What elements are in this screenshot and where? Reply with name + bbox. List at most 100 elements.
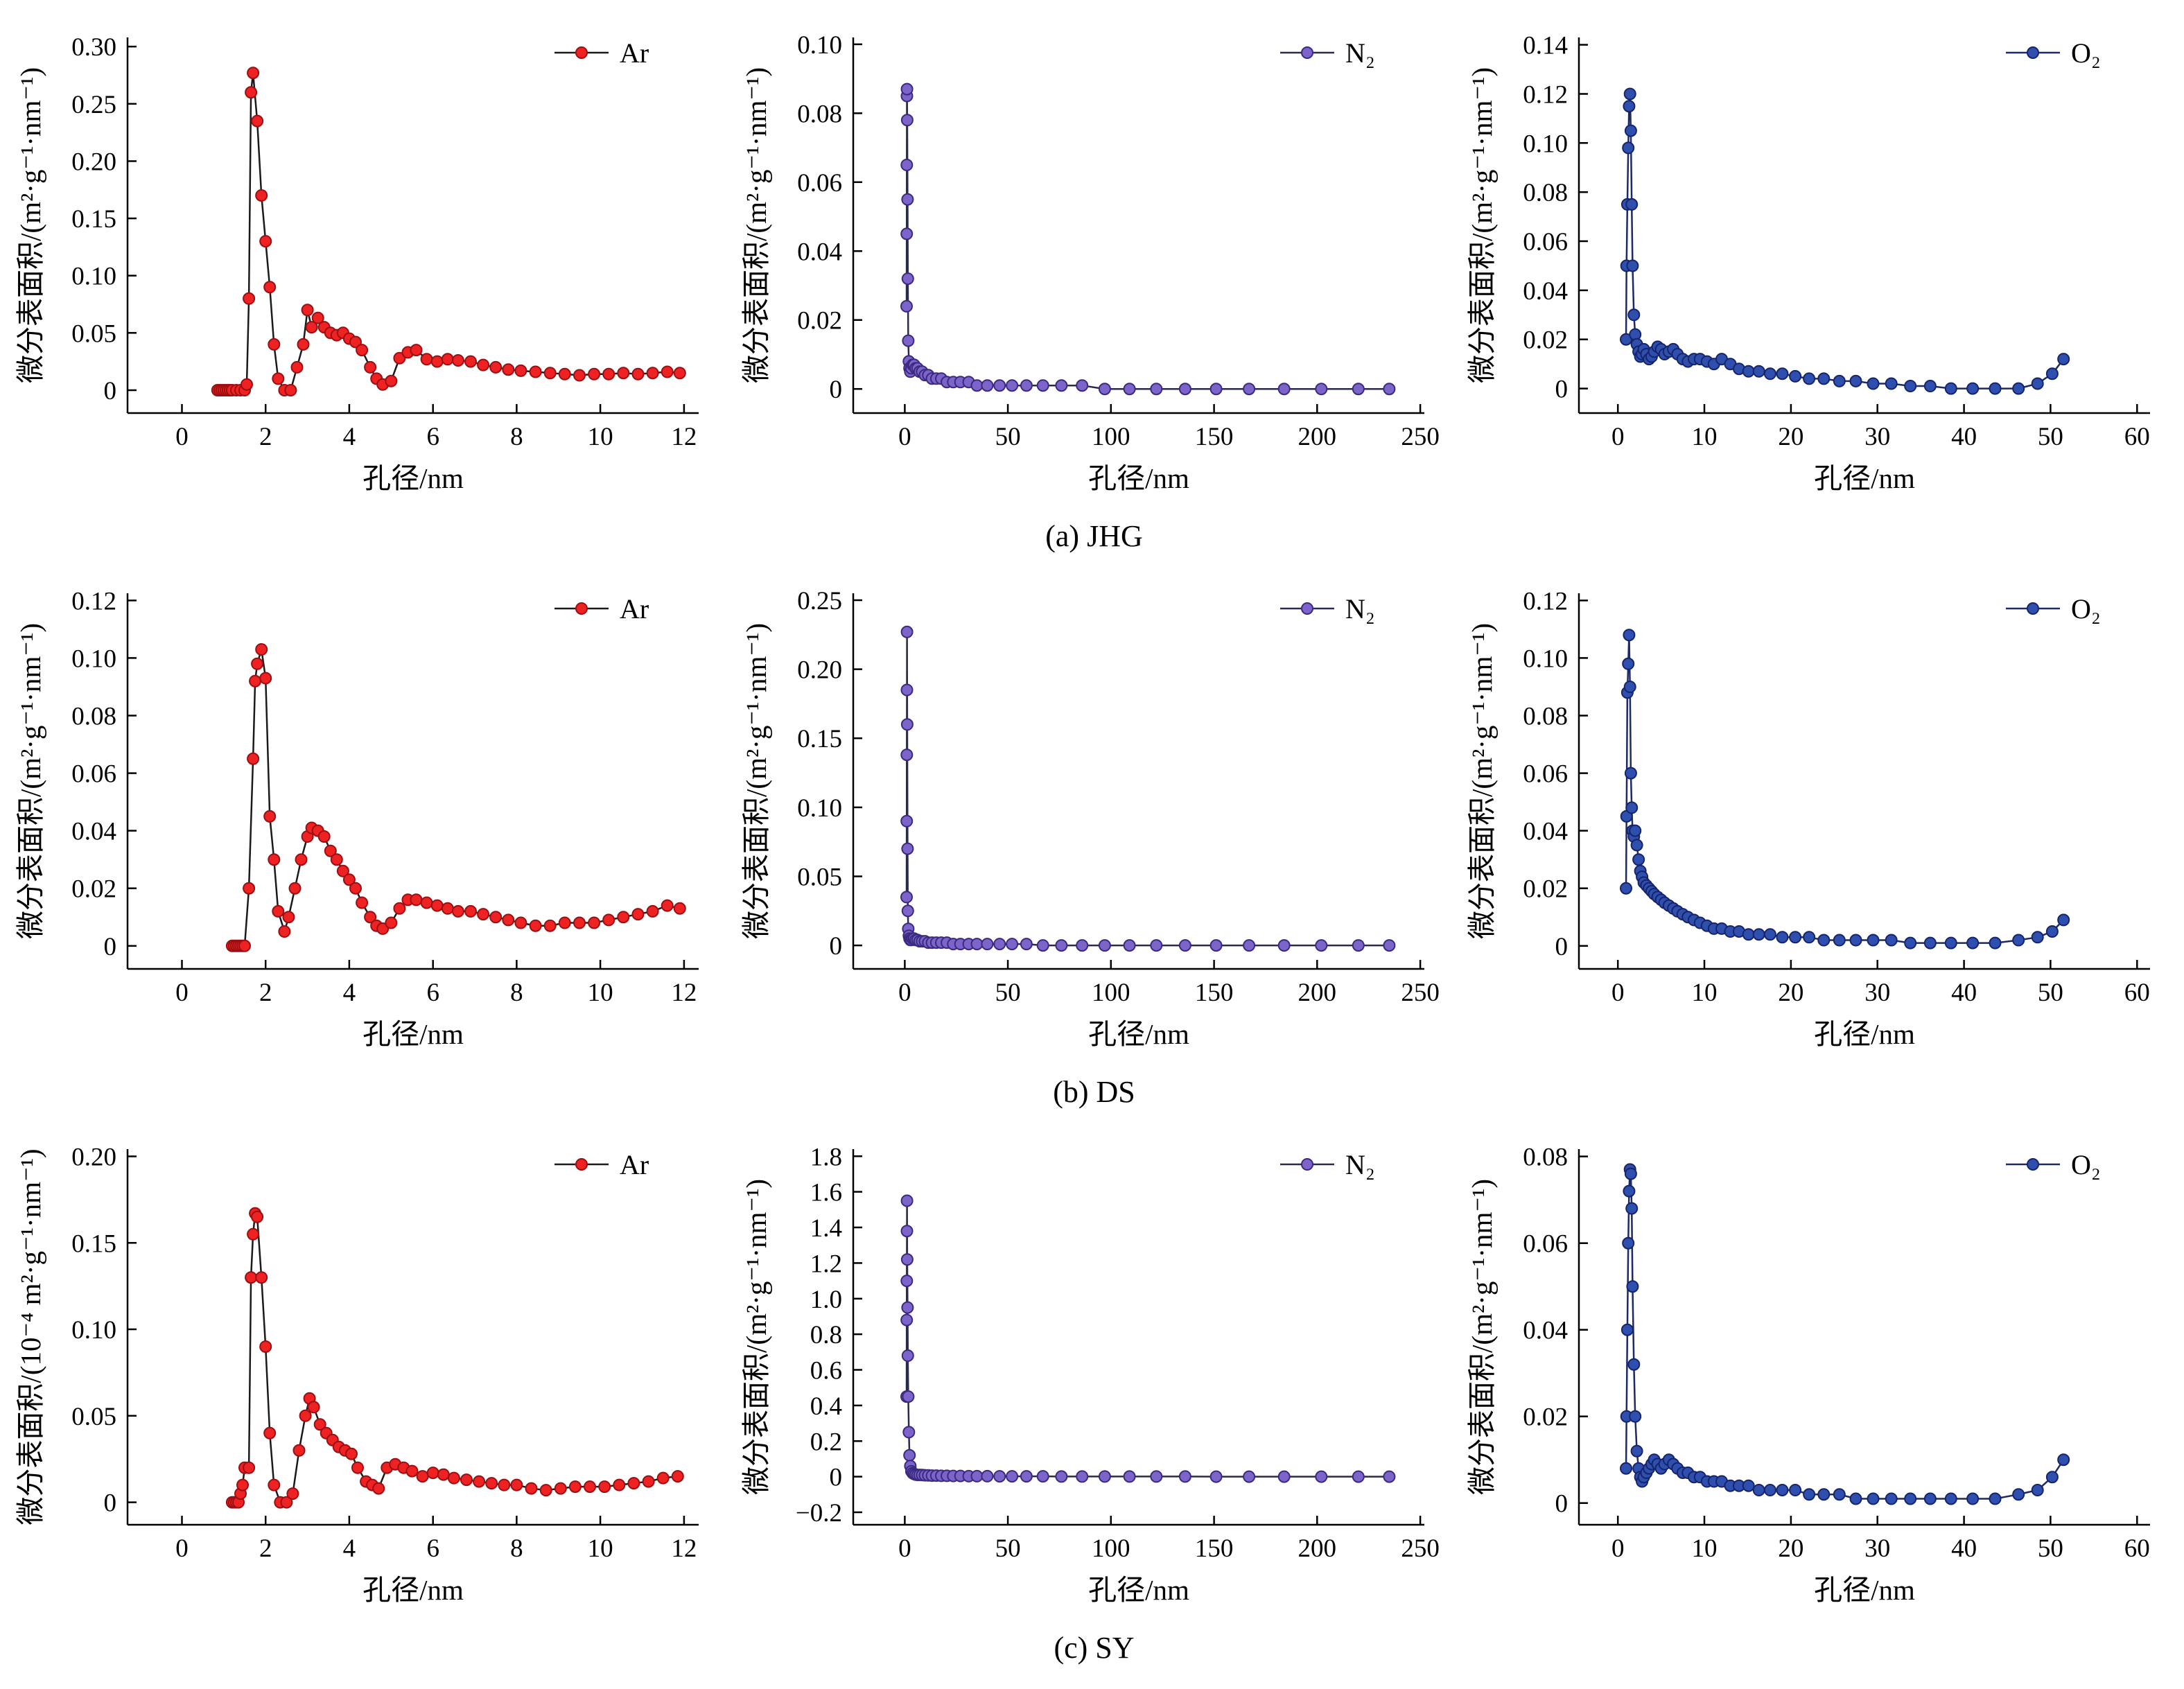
svg-text:60: 60 xyxy=(2124,979,2150,1007)
svg-text:20: 20 xyxy=(1778,979,1803,1007)
svg-text:100: 100 xyxy=(1092,979,1130,1007)
svg-text:50: 50 xyxy=(995,423,1021,451)
svg-text:0.25: 0.25 xyxy=(71,91,116,119)
svg-text:4: 4 xyxy=(343,1534,356,1563)
svg-text:6: 6 xyxy=(426,423,439,451)
svg-text:N₂: N₂ xyxy=(1345,1149,1375,1180)
svg-text:250: 250 xyxy=(1401,979,1440,1007)
svg-text:0.08: 0.08 xyxy=(1523,179,1568,207)
svg-text:Ar: Ar xyxy=(620,37,649,69)
svg-text:0.05: 0.05 xyxy=(71,1403,116,1431)
svg-text:40: 40 xyxy=(1951,423,1977,451)
svg-text:0.02: 0.02 xyxy=(1523,1403,1568,1432)
svg-text:40: 40 xyxy=(1951,979,1977,1007)
svg-text:200: 200 xyxy=(1298,1534,1337,1563)
chart-jhg-ar: 0 2 4 6 8 10 12 0 0.05 0.10 0.15 0.20 0.25 0.30 Ar 孔径/n… xyxy=(4,11,730,517)
svg-text:0.08: 0.08 xyxy=(71,703,116,731)
svg-text:0: 0 xyxy=(104,933,117,961)
svg-text:30: 30 xyxy=(1864,423,1890,451)
svg-text:50: 50 xyxy=(995,1534,1021,1563)
chart-jhg-o2-svg: 0 10 20 30 40 50 60 0 0.02 0.04 0.06 0.08 0.10 0.12 0.… xyxy=(1466,32,2150,494)
svg-text:50: 50 xyxy=(2038,423,2063,451)
svg-text:0.02: 0.02 xyxy=(1523,326,1568,355)
svg-text:8: 8 xyxy=(510,979,523,1007)
svg-text:微分表面积/(m²·g⁻¹·nm⁻¹): 微分表面积/(m²·g⁻¹·nm⁻¹) xyxy=(740,623,772,939)
svg-text:孔径/nm: 孔径/nm xyxy=(362,462,464,494)
svg-text:0: 0 xyxy=(898,1534,911,1563)
svg-text:0: 0 xyxy=(1611,1534,1625,1563)
chart-sy-o2-svg: 0 10 20 30 40 50 60 0 0.02 0.04 0.06 0.08 O₂ 孔径/nm 微分表… xyxy=(1466,1144,2150,1606)
svg-text:O₂: O₂ xyxy=(2071,1149,2101,1180)
svg-text:10: 10 xyxy=(1692,1534,1718,1563)
svg-text:O₂: O₂ xyxy=(2071,37,2101,69)
svg-text:微分表面积/(m²·g⁻¹·nm⁻¹): 微分表面积/(m²·g⁻¹·nm⁻¹) xyxy=(15,67,46,383)
svg-text:0.10: 0.10 xyxy=(1523,130,1568,158)
svg-text:0.30: 0.30 xyxy=(71,33,116,62)
svg-text:20: 20 xyxy=(1778,423,1803,451)
svg-text:0.02: 0.02 xyxy=(797,307,842,335)
svg-text:0.08: 0.08 xyxy=(1523,703,1568,731)
chart-sy-o2: 0 10 20 30 40 50 60 0 0.02 0.04 0.06 0.08 O₂ 孔径/nm 微分表… xyxy=(1456,1123,2181,1629)
row-caption-b: (b) DS xyxy=(1053,1075,1135,1109)
chart-jhg-o2: 0 10 20 30 40 50 60 0 0.02 0.04 0.06 0.08 0.10 0.12 0.… xyxy=(1456,11,2181,517)
svg-text:0.06: 0.06 xyxy=(1523,228,1568,256)
svg-text:Ar: Ar xyxy=(620,1149,649,1180)
row-caption-c: (c) SY xyxy=(1054,1631,1135,1665)
svg-text:2: 2 xyxy=(259,979,272,1007)
chart-ds-n2-svg: 0 50 100 150 200 250 0 0.05 0.10 0.15 0.20 0.25 N₂ 孔径… xyxy=(740,587,1440,1050)
svg-text:−0.2: −0.2 xyxy=(796,1499,842,1528)
svg-text:孔径/nm: 孔径/nm xyxy=(1814,1018,1915,1050)
svg-text:0.06: 0.06 xyxy=(71,760,116,789)
svg-text:0.20: 0.20 xyxy=(71,1144,116,1172)
svg-text:0.12: 0.12 xyxy=(71,587,116,615)
svg-text:0: 0 xyxy=(104,377,117,405)
svg-text:0.04: 0.04 xyxy=(1523,818,1568,846)
svg-text:4: 4 xyxy=(343,979,356,1007)
svg-text:6: 6 xyxy=(426,979,439,1007)
svg-text:150: 150 xyxy=(1195,979,1234,1007)
chart-sy-ar-svg: 0 2 4 6 8 10 12 0 0.05 0.10 0.15 0.20 Ar 孔径/nm 微分表面积/(… xyxy=(15,1144,699,1606)
svg-text:0: 0 xyxy=(830,932,843,961)
svg-text:60: 60 xyxy=(2124,423,2150,451)
svg-text:孔径/nm: 孔径/nm xyxy=(362,1574,464,1606)
row-ds: 0 2 4 6 8 10 12 0 0.02 0.04 0.06 0.08 0.10 0.12 Ar 孔径/n… xyxy=(4,567,2184,1073)
row-jhg: 0 2 4 6 8 10 12 0 0.05 0.10 0.15 0.20 0.25 0.30 Ar 孔径/n… xyxy=(4,11,2184,517)
svg-text:0.10: 0.10 xyxy=(71,263,116,291)
svg-text:10: 10 xyxy=(588,1534,613,1563)
svg-text:12: 12 xyxy=(671,1534,697,1563)
svg-text:0: 0 xyxy=(1555,933,1569,961)
chart-ds-o2: 0 10 20 30 40 50 60 0 0.02 0.04 0.06 0.08 0.10 0.12 O₂… xyxy=(1456,567,2181,1073)
svg-text:O₂: O₂ xyxy=(2071,593,2101,624)
chart-jhg-ar-svg: 0 2 4 6 8 10 12 0 0.05 0.10 0.15 0.20 0.25 0.30 Ar 孔径/n… xyxy=(15,33,699,494)
chart-ds-n2: 0 50 100 150 200 250 0 0.05 0.10 0.15 0.20 0.25 N₂ 孔径… xyxy=(730,567,1456,1073)
chart-ds-ar-svg: 0 2 4 6 8 10 12 0 0.02 0.04 0.06 0.08 0.10 0.12 Ar 孔径/n… xyxy=(15,587,699,1050)
svg-text:0.10: 0.10 xyxy=(797,31,842,60)
svg-text:0: 0 xyxy=(1555,376,1569,404)
svg-text:150: 150 xyxy=(1195,1534,1234,1563)
svg-text:0.02: 0.02 xyxy=(1523,875,1568,904)
svg-text:0: 0 xyxy=(175,979,189,1007)
row-sy: 0 2 4 6 8 10 12 0 0.05 0.10 0.15 0.20 Ar 孔径/nm 微分表面积/(… xyxy=(4,1123,2184,1629)
svg-text:0: 0 xyxy=(898,979,911,1007)
svg-text:8: 8 xyxy=(510,1534,523,1563)
svg-text:200: 200 xyxy=(1298,979,1337,1007)
svg-text:1.6: 1.6 xyxy=(810,1179,842,1207)
svg-text:0.20: 0.20 xyxy=(797,656,842,685)
svg-text:0.10: 0.10 xyxy=(1523,645,1568,673)
svg-text:0.06: 0.06 xyxy=(1523,1230,1568,1259)
svg-text:4: 4 xyxy=(343,423,356,451)
svg-text:0.06: 0.06 xyxy=(797,169,842,198)
svg-text:60: 60 xyxy=(2124,1534,2150,1563)
svg-text:孔径/nm: 孔径/nm xyxy=(1088,1018,1189,1050)
svg-text:1.0: 1.0 xyxy=(810,1286,842,1314)
svg-text:1.4: 1.4 xyxy=(810,1214,842,1243)
svg-text:0: 0 xyxy=(830,1464,843,1492)
svg-text:10: 10 xyxy=(588,979,613,1007)
svg-text:50: 50 xyxy=(2038,1534,2063,1563)
svg-text:0: 0 xyxy=(898,423,911,451)
svg-text:0.15: 0.15 xyxy=(71,1229,116,1258)
svg-text:0.6: 0.6 xyxy=(810,1357,842,1385)
svg-text:250: 250 xyxy=(1401,423,1440,451)
svg-text:20: 20 xyxy=(1778,1534,1803,1563)
svg-text:0.06: 0.06 xyxy=(1523,760,1568,789)
